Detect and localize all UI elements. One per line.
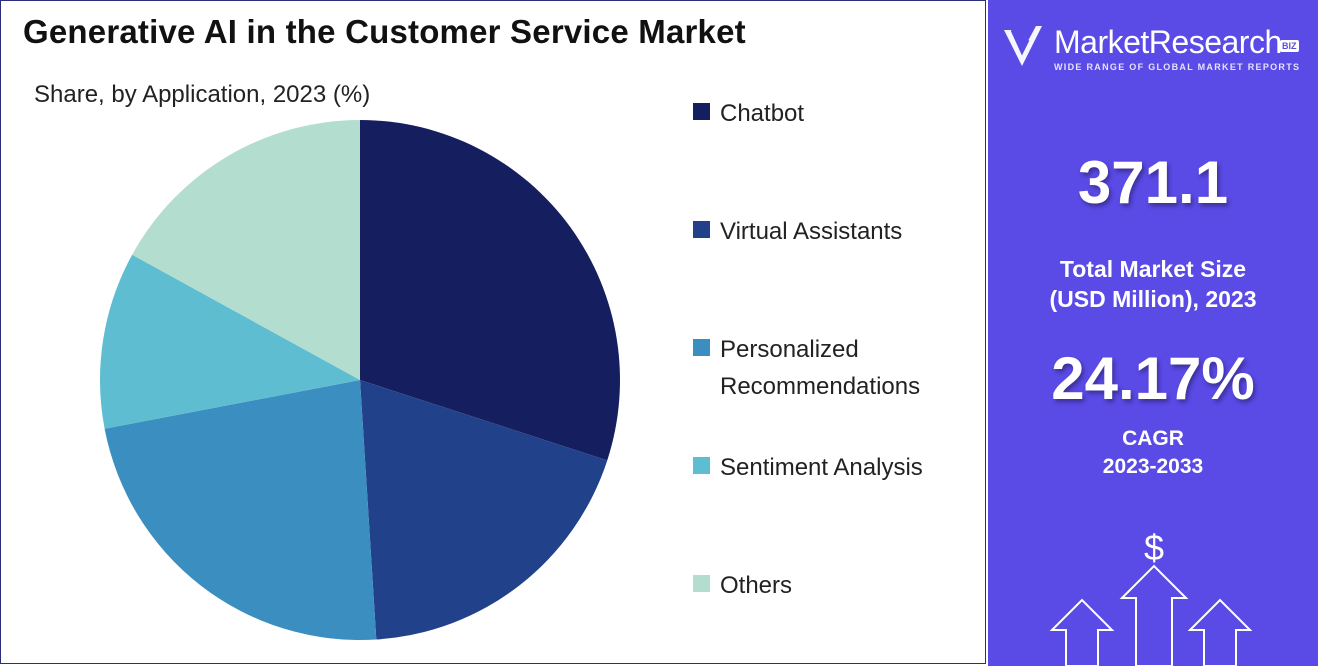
legend-item-chatbot: Chatbot bbox=[693, 95, 970, 132]
brand-name: MarketResearch bbox=[1054, 24, 1282, 60]
chart-title: Generative AI in the Customer Service Ma… bbox=[23, 13, 746, 50]
cagr-label-line1: CAGR bbox=[1122, 427, 1184, 450]
pie-slice-chatbot bbox=[360, 120, 620, 461]
legend-label: Personalized Recommendations bbox=[720, 336, 921, 400]
legend-item-virtual-assistants: Virtual Assistants bbox=[693, 213, 970, 250]
cagr-value: 24.17% bbox=[1051, 345, 1255, 412]
chart-frame: Generative AI in the Customer Service Ma… bbox=[0, 0, 986, 664]
info-panel: MarketResearch BIZ WIDE RANGE OF GLOBAL … bbox=[988, 0, 1318, 666]
pie-slice-virtual-assistants bbox=[360, 380, 608, 640]
arrow-left-icon bbox=[1049, 598, 1115, 666]
pie-slice-others bbox=[132, 120, 360, 380]
pie-slice-personalized-recommendations bbox=[104, 380, 377, 641]
pie-chart bbox=[100, 120, 620, 641]
legend-swatch bbox=[693, 103, 710, 120]
arrow-right-icon bbox=[1187, 598, 1253, 666]
legend-swatch bbox=[693, 339, 710, 356]
legend-label: Sentiment Analysis bbox=[720, 454, 923, 481]
cagr-label-line2: 2023-2033 bbox=[1102, 455, 1204, 478]
legend-label: Others bbox=[720, 572, 793, 599]
brand-badge: BIZ bbox=[1280, 40, 1299, 52]
pie-slice-sentiment-analysis bbox=[100, 254, 360, 429]
legend-swatch bbox=[693, 575, 710, 592]
brand-check-icon bbox=[1004, 26, 1042, 66]
legend-swatch bbox=[693, 457, 710, 474]
legend-swatch bbox=[693, 221, 710, 238]
legend-item-personalized-recommendations: Personalized Recommendations bbox=[693, 331, 970, 405]
chart-subtitle: Share, by Application, 2023 (%) bbox=[34, 81, 371, 108]
brand-tagline: WIDE RANGE OF GLOBAL MARKET REPORTS bbox=[1054, 62, 1301, 72]
legend-label: Virtual Assistants bbox=[720, 218, 903, 245]
growth-arrows-icon: $ bbox=[1049, 527, 1253, 666]
brand-logo: MarketResearch BIZ WIDE RANGE OF GLOBAL … bbox=[1002, 22, 1312, 82]
market-size-label-line1: Total Market Size bbox=[1059, 256, 1247, 282]
market-size-value: 371.1 bbox=[1077, 149, 1229, 216]
dollar-sign-text: $ bbox=[1144, 527, 1164, 568]
arrow-center-icon bbox=[1119, 564, 1189, 666]
legend-label: Chatbot bbox=[720, 100, 805, 127]
market-size-label-line2: (USD Million), 2023 bbox=[1049, 286, 1257, 312]
legend-item-others: Others bbox=[693, 567, 970, 604]
legend-item-sentiment-analysis: Sentiment Analysis bbox=[693, 449, 970, 486]
